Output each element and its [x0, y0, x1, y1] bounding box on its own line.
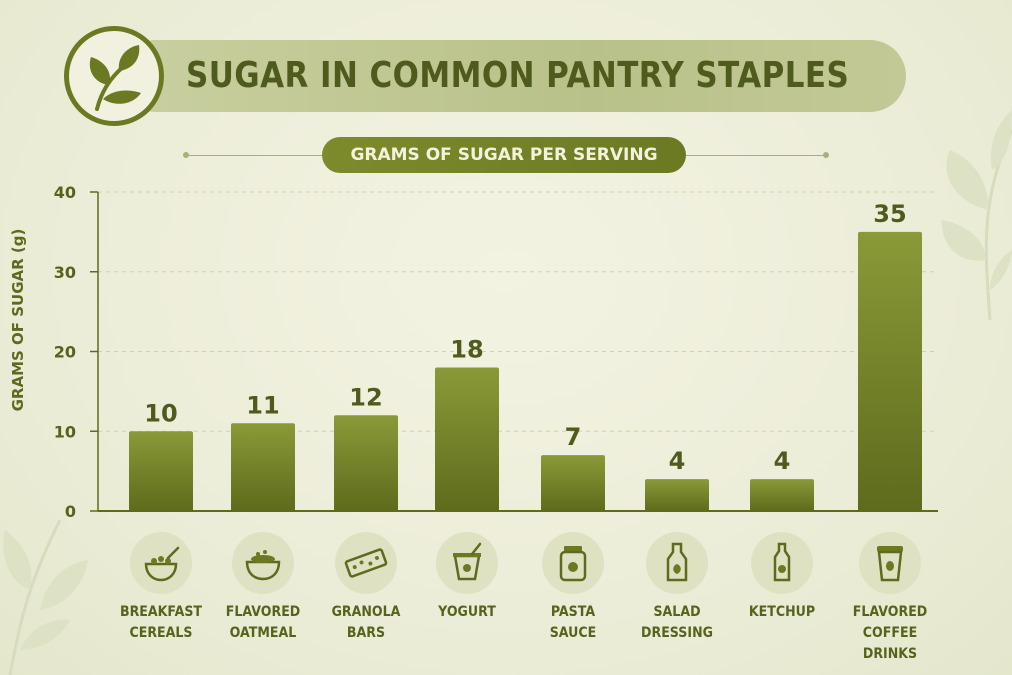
bar — [435, 367, 499, 511]
bar — [858, 231, 922, 511]
category-icon-badge — [335, 532, 397, 594]
x-tick-label-line: GRANOLA — [331, 604, 401, 620]
x-tick-label: SALAD DRESSING — [623, 602, 731, 644]
leaf-icon — [89, 45, 141, 111]
x-tick-label-line: OATMEAL — [229, 625, 297, 641]
category-icon-badge — [436, 532, 498, 594]
bar-value-label: 18 — [450, 335, 483, 363]
x-tick-label-line: COFFEE DRINKS — [862, 625, 918, 662]
y-tick-label: 40 — [54, 183, 76, 202]
category-icon-badge — [859, 532, 921, 594]
yogurt-cup-icon — [453, 542, 482, 581]
decorative-leaves-left-icon — [3, 519, 88, 675]
cereal-bowl-icon — [144, 546, 180, 582]
x-tick-label-line: SALAD — [653, 604, 701, 620]
x-tick-label-line: BREAKFAST — [119, 604, 203, 620]
x-tick-label-line: BARS — [346, 625, 386, 641]
granola-bar-icon — [344, 548, 388, 578]
bar — [750, 479, 814, 511]
x-tick-label-line: CEREALS — [129, 625, 193, 641]
category-icon-badge — [646, 532, 708, 594]
subtitle-rule-dot — [823, 152, 829, 158]
x-tick-label: YOGURT — [413, 602, 521, 623]
x-tick-label: BREAKFAST CEREALS — [107, 602, 215, 644]
x-tick-label: KETCHUP — [728, 602, 836, 623]
ketchup-bottle-icon — [773, 542, 791, 582]
sauce-jar-icon — [559, 546, 587, 582]
x-tick-label-line: SAUCE — [549, 625, 597, 641]
bar-value-label: 4 — [669, 447, 686, 475]
x-tick-label-line: DRESSING — [641, 625, 713, 641]
x-tick-label-line: FLAVORED — [852, 604, 928, 620]
subtitle-rule-dot — [183, 152, 189, 158]
x-tick-label-line: KETCHUP — [748, 604, 816, 620]
category-icon-badge — [751, 532, 813, 594]
bar — [334, 415, 398, 511]
x-tick-label: PASTA SAUCE — [519, 602, 627, 644]
y-tick-label: 10 — [54, 422, 76, 441]
bar-value-label: 12 — [349, 383, 382, 411]
bar-value-label: 7 — [565, 423, 582, 451]
x-tick-label: FLAVORED OATMEAL — [209, 602, 317, 644]
bar-value-label: 11 — [246, 391, 279, 419]
x-tick-label: FLAVORED COFFEE DRINKS — [836, 602, 944, 665]
category-icon-badge — [542, 532, 604, 594]
bar-value-label: 4 — [774, 447, 791, 475]
x-tick-label-line: YOGURT — [438, 604, 496, 620]
chart-title: SUGAR IN COMMON PANTRY STAPLES — [186, 55, 850, 96]
chart-subtitle: GRAMS OF SUGAR PER SERVING — [322, 137, 686, 173]
coffee-cup-icon — [877, 546, 903, 582]
category-icon-badge — [232, 532, 294, 594]
bar — [231, 423, 295, 511]
x-tick-label-line: FLAVORED — [225, 604, 301, 620]
category-icon-badge — [130, 532, 192, 594]
x-tick-label-line: PASTA — [550, 604, 596, 620]
logo-badge — [64, 26, 164, 126]
decorative-leaves-right-icon — [941, 110, 1012, 320]
title-banner — [120, 40, 906, 112]
y-tick-label: 0 — [65, 502, 76, 521]
bar-value-label: 35 — [873, 200, 906, 228]
bar — [645, 479, 709, 511]
y-tick-label: 20 — [54, 343, 76, 362]
bar — [541, 455, 605, 511]
dressing-bottle-icon — [666, 542, 688, 582]
oatmeal-bowl-icon — [245, 550, 281, 581]
y-tick-label: 30 — [54, 263, 76, 282]
bar-value-label: 10 — [144, 399, 177, 427]
x-tick-label: GRANOLA BARS — [312, 602, 420, 644]
bar — [129, 431, 193, 511]
